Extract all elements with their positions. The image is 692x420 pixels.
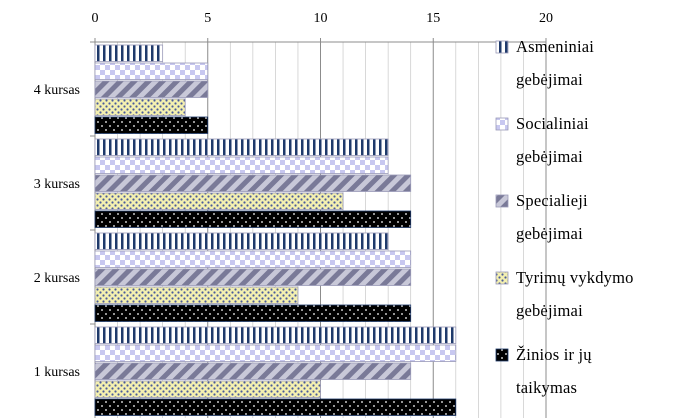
category-label: 1 kursas xyxy=(34,365,80,380)
bar xyxy=(94,156,389,174)
bar xyxy=(94,80,209,98)
legend-label: Specialieji xyxy=(516,191,588,210)
bar xyxy=(94,380,321,398)
bar xyxy=(94,116,209,134)
x-axis-ticks: 0 5 10 15 20 xyxy=(92,11,553,42)
bar xyxy=(94,232,389,250)
bar xyxy=(94,326,457,344)
legend-swatch xyxy=(495,194,509,208)
category-labels: 4 kursas 3 kursas 2 kursas 1 kursas xyxy=(34,83,80,380)
bar xyxy=(94,286,299,304)
x-tick-label: 20 xyxy=(539,11,553,26)
x-tick-label: 5 xyxy=(204,11,211,26)
bar xyxy=(94,174,412,192)
legend-label: gebėjimai xyxy=(516,70,583,89)
legend-swatch xyxy=(495,348,509,362)
category-label: 4 kursas xyxy=(34,83,80,98)
legend-label: Socialiniai xyxy=(516,114,589,133)
bar xyxy=(94,344,457,362)
legend-label: Tyrimų vykdymo xyxy=(516,268,634,287)
legend-swatch xyxy=(495,117,509,131)
bar xyxy=(94,44,164,62)
bar xyxy=(94,362,412,380)
bar xyxy=(94,210,412,228)
legend-swatch xyxy=(495,40,509,54)
legend-label: gebėjimai xyxy=(516,224,583,243)
bar xyxy=(94,138,389,156)
bar xyxy=(94,98,186,116)
legend-label: gebėjimai xyxy=(516,301,583,320)
x-tick-label: 15 xyxy=(426,11,440,26)
legend-label: Asmeniniai xyxy=(516,37,594,56)
legend-swatch xyxy=(495,271,509,285)
bar xyxy=(94,398,457,416)
category-label: 3 kursas xyxy=(34,177,80,192)
bars xyxy=(94,44,457,416)
category-label: 2 kursas xyxy=(34,271,80,286)
x-tick-label: 0 xyxy=(92,11,99,26)
bar xyxy=(94,192,344,210)
bar xyxy=(94,250,412,268)
bar xyxy=(94,62,209,80)
x-tick-label: 10 xyxy=(314,11,328,26)
bar xyxy=(94,268,412,286)
legend: Asmeniniai gebėjimai Socialiniai gebėjimai S… xyxy=(495,37,634,397)
bar xyxy=(94,304,412,322)
legend-label: Žinios ir jų xyxy=(516,345,592,364)
legend-label: taikymas xyxy=(516,378,577,397)
legend-label: gebėjimai xyxy=(516,147,583,166)
